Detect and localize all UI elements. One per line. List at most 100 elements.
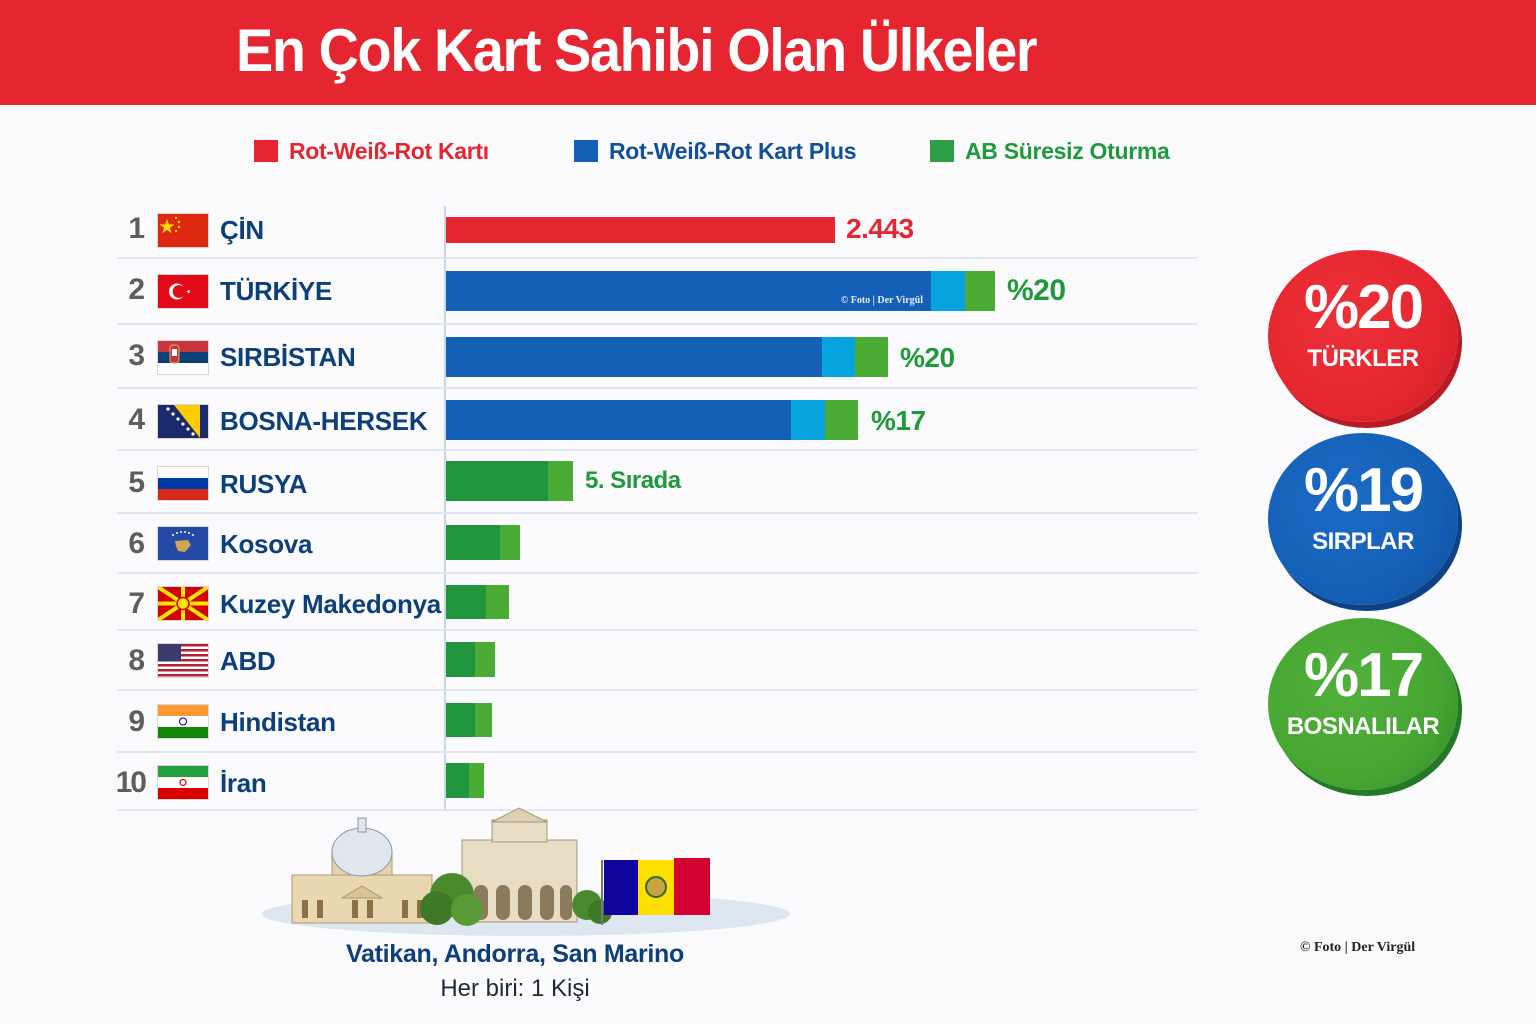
- rank-number: 5: [128, 466, 145, 499]
- vatican-buildings-icon: [291, 807, 710, 926]
- country-name: TÜRKİYE: [220, 276, 333, 306]
- row-divider: [117, 629, 1197, 631]
- country-name: İran: [220, 768, 267, 798]
- bar-value-label: %17: [871, 405, 926, 436]
- bar-segment-eu-permanent-extra: [475, 642, 495, 677]
- watermark-text: © Foto | Der Virgül: [840, 295, 923, 306]
- chart-row-serbia: 3 SIRBİSTAN: [117, 337, 1197, 377]
- badge-label: SIRPLAR: [1312, 528, 1414, 555]
- bar-segment-eu-permanent: [855, 337, 888, 377]
- bar-segment-eu-permanent: [446, 585, 486, 619]
- bar-segment-eu-permanent: [446, 461, 548, 501]
- row-divider: [117, 323, 1197, 325]
- bar-segment-rwr-card: [446, 217, 835, 243]
- bar-segment-rwr-plus-extra: [822, 337, 855, 377]
- legend-label: Rot-Weiß-Rot Kartı: [289, 137, 489, 164]
- badge-label: BOSNALILAR: [1286, 713, 1440, 740]
- bar-segment-rwr-plus-extra: [791, 400, 825, 440]
- bar-segment-eu-permanent: [446, 703, 475, 737]
- bosnia-flag-icon: [158, 405, 208, 438]
- rank-number: 1: [128, 212, 145, 245]
- country-name: RUSYA: [220, 469, 308, 499]
- badge-percent: %17: [1303, 641, 1424, 710]
- rank-number: 3: [128, 339, 145, 372]
- chart-legend: Rot-Weiß-Rot Kartı Rot-Weiß-Rot Kart Plu…: [0, 136, 1536, 166]
- chart-row-russia: 5 RUSYA: [117, 464, 1197, 504]
- chart-row-kosovo: 6 Kosova: [117, 525, 1197, 565]
- bar-segment-eu-permanent: [825, 400, 858, 440]
- bar-india: [446, 703, 492, 737]
- china-flag-icon: [158, 214, 208, 247]
- country-name: Kuzey Makedonya: [220, 589, 441, 619]
- serbia-flag-icon: [158, 341, 208, 374]
- badge-label: TÜRKLER: [1307, 345, 1419, 372]
- bar-china: [446, 217, 835, 243]
- bar-segment-eu-permanent-extra: [469, 763, 484, 798]
- micro-states-illustration: [262, 800, 792, 940]
- bar-segment-eu-permanent-extra: [475, 703, 492, 737]
- bar-north-macedonia: [446, 585, 509, 619]
- bar-value-label: 5. Sırada: [585, 467, 681, 494]
- chart-axis: [444, 206, 446, 810]
- bar-segment-eu-permanent-extra: [500, 525, 520, 560]
- badge-percent: %20: [1303, 273, 1424, 342]
- legend-swatch-blue: [574, 140, 598, 162]
- rank-number: 7: [128, 587, 145, 620]
- legend-item-rwr-plus: Rot-Weiß-Rot Kart Plus: [574, 136, 857, 166]
- bar-value-label: %20: [900, 342, 955, 373]
- chart-row-north-macedonia: 7 Kuzey Makedonya: [117, 585, 1197, 625]
- bar-segment-eu-permanent-extra: [486, 585, 509, 619]
- bar-segment-rwr-plus-extra: [931, 271, 965, 311]
- chart-row-turkey: 2 TÜRKİYE: [117, 272, 1197, 312]
- row-divider: [117, 449, 1197, 451]
- row-divider: [117, 751, 1197, 753]
- bar-segment-rwr-plus: © Foto | Der Virgül: [446, 271, 931, 311]
- kosovo-flag-icon: [158, 527, 208, 560]
- bar-iran: [446, 763, 484, 798]
- chart-row-iran: 10 İran: [116, 764, 1197, 804]
- page-title: En Çok Kart Sahibi Olan Ülkeler: [236, 17, 1038, 84]
- chart-row-india: 9 Hindistan: [117, 703, 1197, 743]
- country-name: SIRBİSTAN: [220, 342, 356, 372]
- country-name: BOSNA-HERSEK: [220, 406, 428, 436]
- legend-item-eu-permanent: AB Süresiz Oturma: [930, 136, 1170, 166]
- micro-states-subtitle: Her biri: 1 Kişi: [440, 975, 590, 1002]
- rank-number: 2: [128, 273, 145, 306]
- bar-turkey: © Foto | Der Virgül: [446, 271, 995, 311]
- bar-russia: [446, 461, 573, 501]
- row-divider: [117, 387, 1197, 389]
- badge-percent: %19: [1303, 456, 1424, 525]
- bar-bosnia: [446, 400, 858, 440]
- bar-segment-eu-permanent: [446, 525, 500, 560]
- north-macedonia-flag-icon: [158, 587, 208, 620]
- row-divider: [117, 572, 1197, 574]
- bar-segment-eu-permanent: [965, 271, 995, 311]
- row-divider: [117, 809, 1197, 811]
- row-divider: [117, 512, 1197, 514]
- legend-label: Rot-Weiß-Rot Kart Plus: [609, 137, 857, 164]
- title-banner: En Çok Kart Sahibi Olan Ülkeler: [0, 0, 1536, 105]
- bar-usa: [446, 642, 495, 677]
- legend-swatch-green: [930, 140, 954, 162]
- turkey-flag-icon: [158, 275, 208, 308]
- rank-number: 10: [115, 766, 147, 799]
- bar-kosovo: [446, 525, 520, 560]
- rank-number: 6: [128, 527, 145, 560]
- country-name: ÇİN: [220, 215, 264, 245]
- micro-states-title: Vatikan, Andorra, San Marino: [346, 940, 684, 968]
- badge-turks: %20 TÜRKLER: [1268, 250, 1458, 422]
- bar-value-label: 2.443: [846, 213, 914, 244]
- bar-segment-rwr-plus: [446, 337, 822, 377]
- bar-segment-rwr-plus: [446, 400, 791, 440]
- bar-segment-eu-permanent-extra: [548, 461, 573, 501]
- bar-value-label: %20: [1007, 274, 1066, 307]
- chart-row-usa: 8 ABD: [117, 642, 1197, 682]
- country-name: Kosova: [220, 529, 313, 559]
- photo-credit: © Foto | Der Virgül: [1300, 940, 1416, 955]
- legend-label: AB Süresiz Oturma: [965, 137, 1170, 164]
- legend-swatch-red: [254, 140, 278, 162]
- country-name: ABD: [220, 646, 276, 676]
- legend-item-rwr-card: Rot-Weiß-Rot Kartı: [254, 136, 489, 166]
- iran-flag-icon: [158, 766, 208, 799]
